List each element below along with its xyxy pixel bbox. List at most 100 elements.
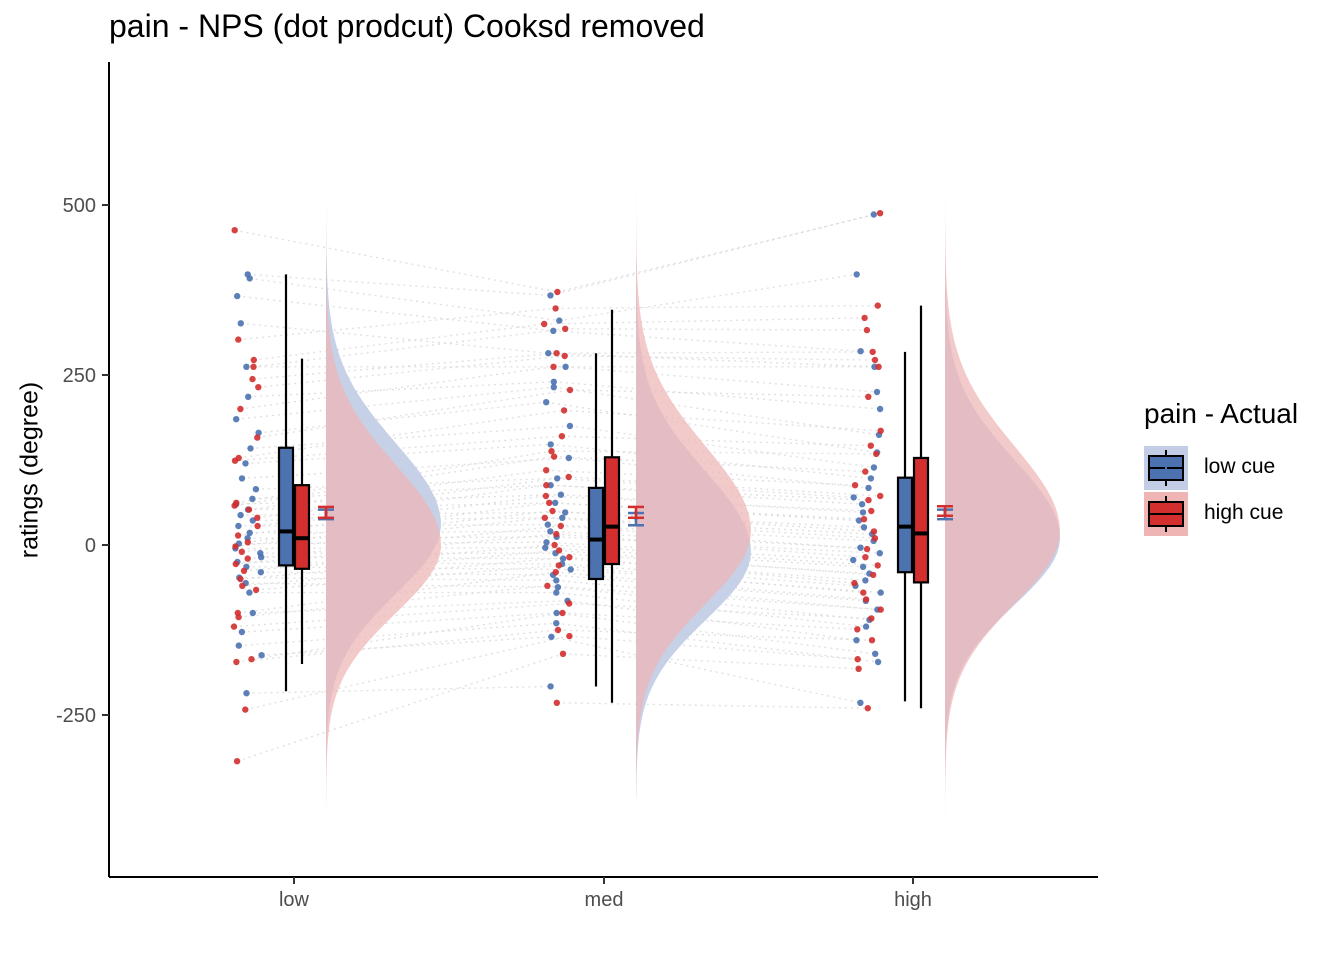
paired-line xyxy=(247,273,551,297)
data-point-high-cue xyxy=(245,506,253,513)
paired-line xyxy=(260,571,554,576)
x-tick-label-med: med xyxy=(585,889,624,911)
data-point-high-cue xyxy=(550,453,558,460)
data-point-high-cue xyxy=(249,375,256,383)
data-point-high-cue xyxy=(546,499,553,506)
data-point-low-cue xyxy=(567,566,574,573)
data-point-low-cue xyxy=(237,511,244,519)
paired-line xyxy=(553,330,861,352)
data-point-high-cue xyxy=(549,507,556,515)
data-point-low-cue xyxy=(249,609,256,617)
paired-line xyxy=(556,533,866,558)
data-point-high-cue xyxy=(548,448,555,455)
data-point-high-cue xyxy=(552,305,559,312)
data-point-high-cue xyxy=(870,528,878,535)
paired-line xyxy=(550,530,861,549)
box-high-cue-high xyxy=(912,456,930,584)
data-point-high-cue xyxy=(555,562,562,569)
density-high-cue-low xyxy=(326,150,441,838)
data-point-high-cue xyxy=(860,589,867,596)
data-point-low-cue xyxy=(857,544,864,551)
data-point-low-cue xyxy=(258,652,265,659)
legend-label-low-cue: low cue xyxy=(1204,455,1276,478)
paired-line xyxy=(251,612,563,660)
paired-line xyxy=(248,381,554,398)
data-point-high-cue xyxy=(875,363,882,370)
data-point-high-cue xyxy=(551,541,558,549)
data-point-high-cue xyxy=(867,442,874,449)
paired-line xyxy=(555,571,867,601)
data-point-low-cue xyxy=(850,556,857,564)
data-point-high-cue xyxy=(854,626,861,633)
data-point-high-cue xyxy=(240,567,248,574)
data-point-low-cue xyxy=(877,589,884,596)
paired-line xyxy=(253,323,545,361)
data-point-low-cue xyxy=(553,577,560,584)
data-point-high-cue xyxy=(555,547,563,554)
data-point-low-cue xyxy=(853,637,860,644)
data-point-high-cue xyxy=(543,482,550,489)
paired-line xyxy=(569,635,858,660)
y-tick-label: 0 xyxy=(85,535,96,557)
data-point-low-cue xyxy=(258,554,265,561)
data-point-high-cue xyxy=(541,320,548,328)
legend-item-high-cue: high cue xyxy=(1144,492,1334,536)
paired-line xyxy=(257,389,571,439)
paired-line xyxy=(250,425,570,450)
data-point-low-cue xyxy=(255,429,262,436)
y-tick-label: -250 xyxy=(56,705,96,727)
data-point-high-cue xyxy=(233,658,240,666)
data-point-high-cue xyxy=(232,560,239,568)
data-point-high-cue xyxy=(562,325,569,332)
paired-line xyxy=(547,585,881,611)
data-point-low-cue xyxy=(238,475,246,482)
paired-line xyxy=(559,273,857,322)
data-point-low-cue xyxy=(547,292,554,299)
data-point-high-cue xyxy=(550,363,557,370)
paired-line xyxy=(237,295,554,332)
data-point-low-cue xyxy=(873,388,881,396)
data-point-high-cue xyxy=(544,582,551,589)
data-point-high-cue xyxy=(235,336,242,343)
paired-line xyxy=(556,622,879,663)
data-point-low-cue xyxy=(554,475,561,482)
data-point-high-cue xyxy=(231,502,238,509)
paired-line xyxy=(553,381,881,410)
paired-line xyxy=(545,547,864,568)
paired-line xyxy=(564,409,881,432)
data-point-low-cue xyxy=(874,658,882,666)
data-point-low-cue xyxy=(872,650,879,657)
paired-line xyxy=(570,389,869,398)
paired-line xyxy=(235,547,546,550)
paired-line xyxy=(233,602,570,628)
paired-line xyxy=(546,401,878,454)
data-point-low-cue xyxy=(562,509,569,516)
data-point-high-cue xyxy=(851,482,859,489)
data-point-low-cue xyxy=(557,491,565,498)
data-point-high-cue xyxy=(255,384,262,391)
paired-line xyxy=(561,435,871,447)
legend: pain - Actual low cue high cue xyxy=(1144,398,1299,536)
paired-line xyxy=(246,685,551,694)
paired-line xyxy=(567,600,857,641)
paired-line xyxy=(258,401,547,434)
data-point-high-cue xyxy=(877,606,884,613)
paired-line xyxy=(554,455,866,473)
paired-line xyxy=(253,328,566,368)
legend-label-high-cue: high cue xyxy=(1204,501,1284,524)
data-point-low-cue xyxy=(859,509,867,516)
paired-line xyxy=(551,636,861,704)
data-point-low-cue xyxy=(550,378,557,385)
data-point-low-cue xyxy=(862,623,870,630)
mean-point-high-cue-med xyxy=(634,510,638,514)
data-point-low-cue xyxy=(553,589,560,596)
mean-point-high-cue-low xyxy=(324,510,328,514)
data-point-low-cue xyxy=(850,494,857,501)
data-point-low-cue xyxy=(252,486,260,493)
paired-line xyxy=(238,622,557,647)
data-point-low-cue xyxy=(247,445,254,452)
data-point-high-cue xyxy=(869,348,876,356)
paired-line xyxy=(570,568,881,594)
legend-title: pain - Actual xyxy=(1144,398,1299,429)
